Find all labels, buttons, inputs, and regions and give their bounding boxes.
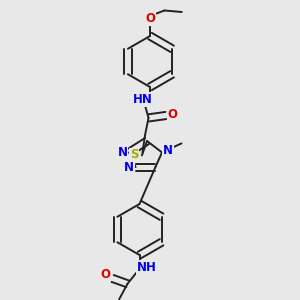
Text: HN: HN xyxy=(133,93,152,106)
Text: O: O xyxy=(167,108,178,122)
Text: N: N xyxy=(163,143,173,157)
Text: O: O xyxy=(100,268,110,281)
Text: O: O xyxy=(145,12,155,25)
Text: N: N xyxy=(124,160,134,174)
Text: S: S xyxy=(130,148,138,161)
Text: NH: NH xyxy=(137,261,157,274)
Text: N: N xyxy=(117,146,128,159)
